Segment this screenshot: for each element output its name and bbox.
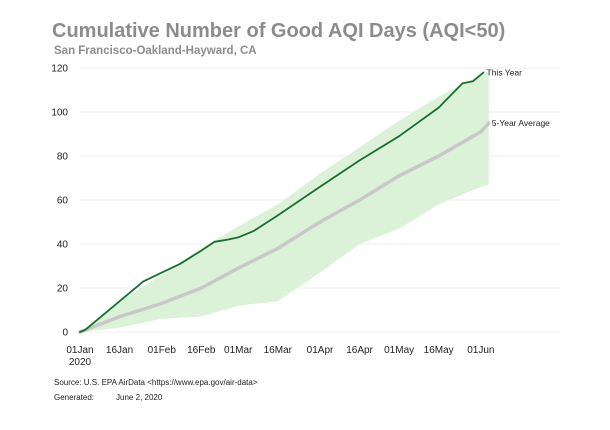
y-tick-label: 60: [57, 196, 69, 207]
generated-date: June 2, 2020: [116, 393, 163, 402]
x-tick-label: 01Mar: [224, 345, 253, 356]
x-tick-label: 01Feb: [148, 345, 177, 356]
series-annotation: 5-Year Average: [492, 118, 550, 128]
series-annotation: This Year: [487, 67, 523, 77]
y-tick-label: 20: [57, 284, 69, 295]
chart-title: Cumulative Number of Good AQI Days (AQI<…: [52, 20, 506, 42]
x-tick-label: 01Jun: [467, 345, 494, 356]
x-tick-label: 01Jan: [66, 345, 93, 356]
series-line-this-year: [79, 71, 485, 333]
source-note: Source: U.S. EPA AirData <https://www.ep…: [54, 378, 258, 387]
x-tick-label: 01Apr: [307, 345, 334, 356]
range-band-layer: [80, 72, 489, 333]
y-tick-label: 40: [57, 240, 69, 251]
x-tick-label: 01May: [384, 345, 414, 356]
x-tick-label: 16Apr: [346, 345, 373, 356]
y-tick-label: 120: [51, 64, 68, 75]
range-band: [80, 72, 489, 333]
x-tick-label: 16Jan: [106, 345, 133, 356]
generated-note: Generated: June 2, 2020: [54, 393, 162, 402]
series-line-5-year-average: [78, 121, 491, 334]
x-tick-sublabel: 2020: [69, 357, 92, 368]
y-tick-label: 0: [62, 328, 68, 339]
x-tick-label: 16May: [424, 345, 454, 356]
annotations: This Year 5-Year Average: [487, 67, 551, 128]
y-tick-label: 80: [57, 152, 69, 163]
generated-label: Generated:: [54, 393, 95, 402]
chart-subtitle: San Francisco-Oakland-Hayward, CA: [54, 45, 257, 57]
x-tick-label: 16Mar: [264, 345, 293, 356]
y-tick-label: 100: [51, 108, 68, 119]
x-tick-label: 16Feb: [187, 345, 216, 356]
series-layer: [78, 71, 491, 334]
